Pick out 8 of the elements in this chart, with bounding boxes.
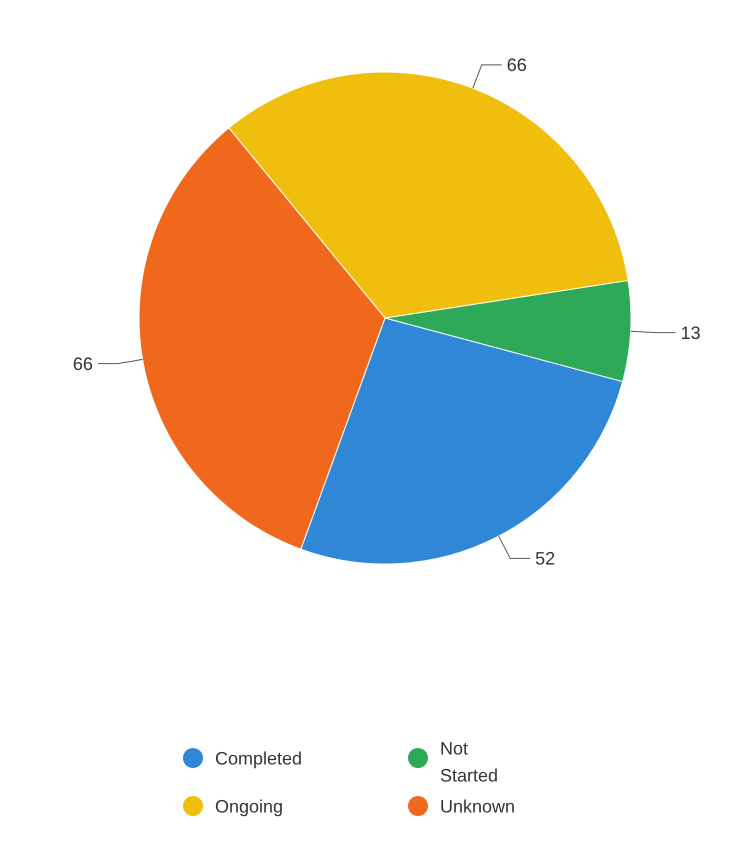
legend-label: Ongoing (215, 796, 284, 816)
data-label: 66 (72, 354, 93, 374)
data-label: 13 (680, 322, 701, 343)
legend-label: Unknown (440, 796, 516, 816)
data-label: 66 (506, 55, 527, 76)
legend-label: Not Started (440, 738, 498, 786)
data-label: 52 (535, 548, 556, 569)
legend-label: Completed (215, 748, 302, 768)
